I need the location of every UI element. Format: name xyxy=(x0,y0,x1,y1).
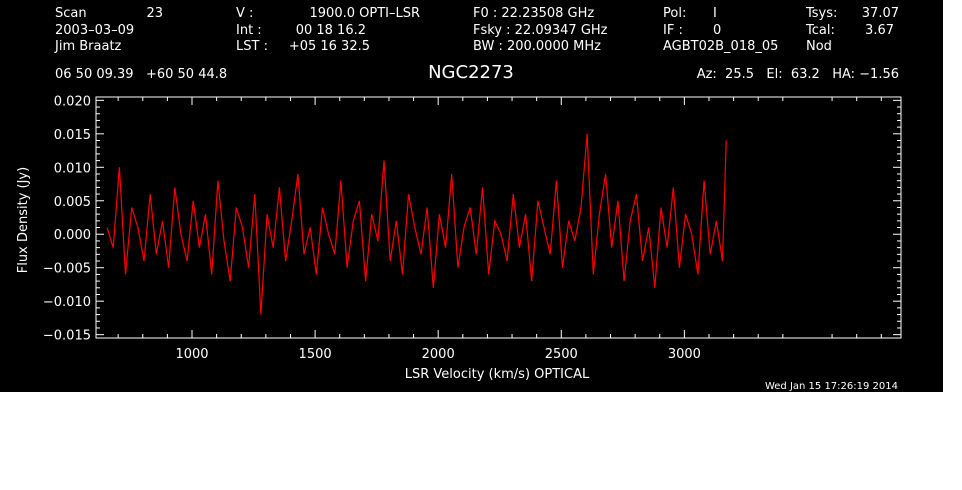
y-tick-label: 0.005 xyxy=(54,195,91,210)
hdr-scan-label: Scan xyxy=(55,6,87,21)
y-tick-label: −0.015 xyxy=(43,329,91,344)
plot-panel: Scan 23 V : 1900.0 OPTI–LSR F0 : 22.2350… xyxy=(0,0,943,392)
hdr-f0: F0 : 22.23508 GHz xyxy=(473,6,594,21)
y-axis-label: Flux Density (Jy) xyxy=(16,167,31,273)
x-tick-label: 1000 xyxy=(175,347,208,362)
timestamp: Wed Jan 15 17:26:19 2014 xyxy=(765,381,898,392)
hdr-az-el-ha: Az: 25.5 El: 63.2 HA: −1.56 xyxy=(697,67,899,82)
hdr-tsys-label: Tsys: xyxy=(805,6,837,21)
hdr-date: 2003–03–09 xyxy=(55,23,134,38)
plot-frame xyxy=(95,96,902,339)
chart-title: NGC2273 xyxy=(428,62,514,83)
hdr-tcal-label: Tcal: xyxy=(805,23,835,38)
hdr-int-value: 00 18 16.2 xyxy=(296,23,366,38)
hdr-lst-label: LST : xyxy=(236,39,268,54)
y-tick-label: 0.000 xyxy=(54,228,91,243)
hdr-if-label: IF : xyxy=(663,23,683,38)
hdr-if-value: 0 xyxy=(713,23,721,38)
y-tick-label: 0.020 xyxy=(54,94,91,109)
hdr-int-label: Int : xyxy=(236,23,262,38)
hdr-project: AGBT02B_018_05 xyxy=(663,39,778,54)
spectrum-trace xyxy=(106,133,727,315)
y-tick-label: −0.010 xyxy=(43,295,91,310)
hdr-observer: Jim Braatz xyxy=(54,39,122,54)
y-tick-label: 0.010 xyxy=(54,161,91,176)
hdr-tcal-value: 3.67 xyxy=(865,23,894,38)
spectrum-chart: Scan 23 V : 1900.0 OPTI–LSR F0 : 22.2350… xyxy=(16,6,902,392)
x-tick-label: 1500 xyxy=(299,347,332,362)
hdr-v-label: V : xyxy=(236,6,253,21)
y-tick-label: 0.015 xyxy=(54,128,91,143)
x-tick-label: 2500 xyxy=(545,347,578,362)
x-axis-label: LSR Velocity (km/s) OPTICAL xyxy=(405,367,590,382)
hdr-bw: BW : 200.0000 MHz xyxy=(473,39,601,54)
hdr-pol-label: Pol: xyxy=(663,6,686,21)
hdr-pol-value: I xyxy=(713,6,717,21)
hdr-v-value: 1900.0 OPTI–LSR xyxy=(310,6,421,21)
hdr-procedure: Nod xyxy=(806,39,832,54)
x-tick-label: 3000 xyxy=(668,347,701,362)
hdr-tsys-value: 37.07 xyxy=(862,6,899,21)
hdr-coordinates: 06 50 09.39 +60 50 44.8 xyxy=(55,67,227,82)
hdr-scan-value: 23 xyxy=(146,6,163,21)
x-tick-label: 2000 xyxy=(422,347,455,362)
hdr-fsky: Fsky : 22.09347 GHz xyxy=(473,23,608,38)
y-tick-label: −0.005 xyxy=(43,262,91,277)
hdr-lst-value: +05 16 32.5 xyxy=(289,39,370,54)
